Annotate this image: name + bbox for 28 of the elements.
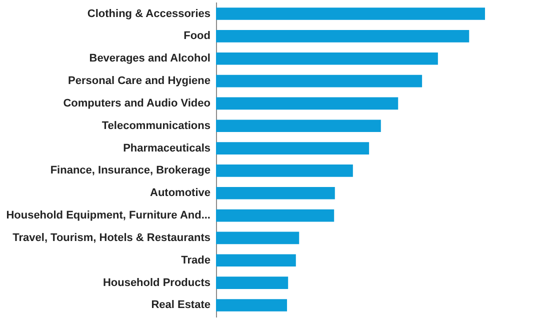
bar: [216, 97, 398, 110]
bar: [216, 52, 438, 65]
bar: [216, 254, 296, 267]
y-tick-label: Beverages and Alcohol: [89, 52, 210, 65]
bar: [216, 276, 288, 289]
bar: [216, 232, 300, 244]
y-tick-label: Food: [184, 30, 210, 42]
y-tick-label: Travel, Tourism, Hotels & Restaurants: [12, 232, 210, 244]
bar: [216, 30, 470, 42]
y-tick-label: Computers and Audio Video: [63, 97, 211, 110]
bar: [216, 8, 485, 20]
bar: [216, 209, 334, 222]
bar: [216, 74, 422, 88]
y-tick-label: Finance, Insurance, Brokerage: [50, 164, 210, 177]
y-tick-label: Household Products: [102, 276, 210, 289]
y-tick-label: Household Equipment, Furniture And...: [6, 210, 210, 222]
bar: [216, 164, 353, 177]
bar: [216, 142, 370, 154]
y-tick-label: Personal Care and Hygiene: [68, 75, 210, 88]
bar: [216, 186, 335, 200]
y-tick-label: Clothing & Accessories: [87, 8, 210, 20]
y-tick-label: Automotive: [150, 187, 210, 200]
bar: [216, 120, 381, 132]
y-tick-label: Telecommunications: [102, 120, 210, 132]
bar: [216, 299, 288, 312]
y-tick-label: Real Estate: [151, 299, 210, 312]
y-tick-label: Pharmaceuticals: [123, 142, 210, 154]
y-tick-label: Trade: [181, 254, 210, 266]
